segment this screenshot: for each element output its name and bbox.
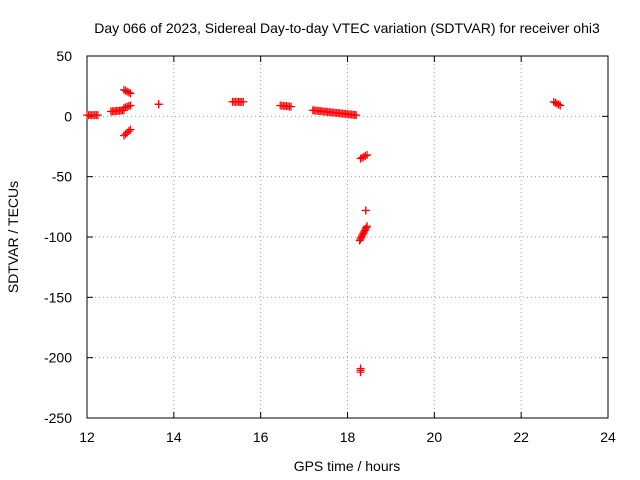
data-points bbox=[83, 85, 565, 377]
data-point bbox=[124, 88, 133, 97]
x-tick-label: 14 bbox=[166, 429, 182, 445]
data-point bbox=[556, 101, 565, 110]
y-axis-label: SDTVAR / TECUs bbox=[5, 181, 21, 293]
data-point bbox=[356, 364, 365, 373]
chart-title: Day 066 of 2023, Sidereal Day-to-day VTE… bbox=[94, 20, 600, 36]
y-tick-label: -150 bbox=[44, 289, 72, 305]
x-tick-label: 12 bbox=[79, 429, 95, 445]
y-tick-label: -100 bbox=[44, 229, 72, 245]
y-tick-label: -200 bbox=[44, 350, 72, 366]
data-point bbox=[287, 102, 296, 111]
y-tick-label: -50 bbox=[52, 169, 72, 185]
x-tick-label: 22 bbox=[513, 429, 529, 445]
y-tick-label: -250 bbox=[44, 410, 72, 426]
x-tick-label: 18 bbox=[340, 429, 356, 445]
data-point bbox=[239, 97, 248, 106]
data-point bbox=[126, 89, 135, 98]
data-point bbox=[154, 100, 163, 109]
data-point bbox=[126, 125, 135, 134]
y-tick-label: 50 bbox=[56, 48, 72, 64]
data-point bbox=[352, 111, 361, 120]
data-point bbox=[361, 206, 370, 215]
x-tick-label: 16 bbox=[253, 429, 269, 445]
data-point bbox=[363, 150, 372, 159]
data-point bbox=[361, 151, 370, 160]
data-point bbox=[93, 111, 102, 120]
x-tick-label: 20 bbox=[427, 429, 443, 445]
data-point bbox=[124, 127, 133, 136]
data-point bbox=[363, 222, 372, 231]
x-tick-label: 24 bbox=[600, 429, 616, 445]
data-point bbox=[554, 100, 563, 109]
data-point bbox=[362, 223, 371, 232]
ticks: 12 14 16 18 20 22 24 50 0 -50 -100 -150 -200 -250 bbox=[44, 48, 616, 445]
data-point bbox=[126, 101, 135, 110]
x-axis-label: GPS time / hours bbox=[294, 458, 401, 474]
data-point bbox=[124, 102, 133, 111]
y-tick-label: 0 bbox=[64, 108, 72, 124]
